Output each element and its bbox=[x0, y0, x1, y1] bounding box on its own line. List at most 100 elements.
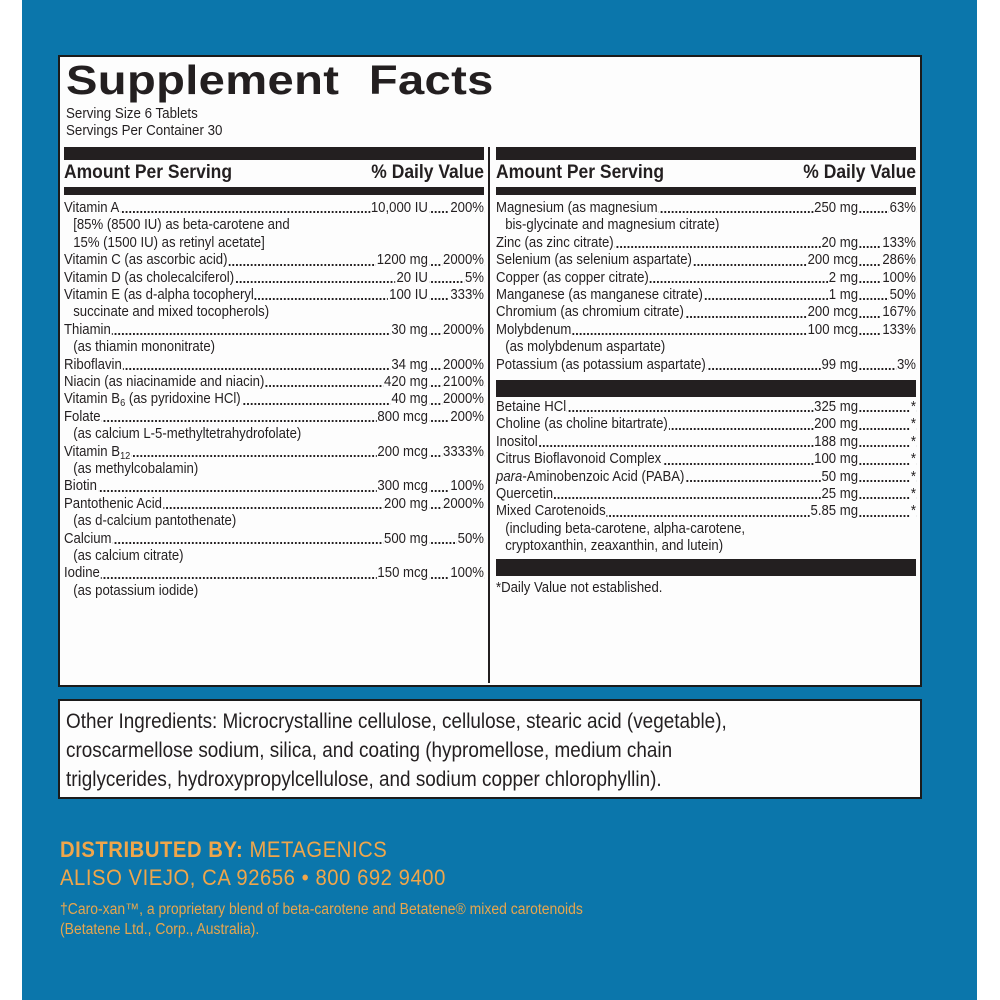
nutrient-daily-value: 133% bbox=[881, 234, 917, 253]
nutrient-source: succinate and mixed tocopherols) bbox=[73, 304, 270, 321]
nutrient-row: para-Aminobenzoic Acid (PABA) 50 mg * bbox=[496, 468, 917, 486]
nutrient-row: Mixed Carotenoids 5.85 mg * bbox=[496, 503, 917, 521]
nutrient-daily-value: 2000% bbox=[442, 252, 485, 270]
nutrient-name: Niacin (as niacinamide and niacin) bbox=[64, 373, 266, 392]
nutrient-row: Magnesium (as magnesium 250 mg 63% bbox=[496, 200, 917, 218]
nutrient-amount: 200 mcg bbox=[806, 252, 859, 270]
distributor-info: DISTRIBUTED BY: METAGENICS ALISO VIEJO, … bbox=[60, 836, 479, 892]
nutrient-row: Iodine 150 mcg 100% bbox=[64, 565, 485, 583]
leader-dots bbox=[496, 427, 917, 430]
nutrient-amount: 300 mcg bbox=[376, 478, 429, 496]
nutrient-row: Betaine HCl 325 mg * bbox=[496, 398, 917, 417]
nutrient-row: Molybdenum 100 mcg 133% bbox=[496, 321, 917, 340]
nutrient-daily-value: * bbox=[909, 503, 917, 521]
daily-value-label: % Daily Value bbox=[371, 162, 485, 183]
nutrient-source: (as d-calcium pantothenate) bbox=[73, 513, 237, 530]
servings-per-container: Servings Per Container 30 bbox=[66, 123, 223, 139]
nutrient-daily-value: * bbox=[909, 451, 917, 469]
right-column: Amount Per Serving % Daily Value Magnesi… bbox=[496, 147, 917, 598]
amount-per-serving-label: Amount Per Serving bbox=[496, 162, 665, 183]
nutrient-daily-value: 50% bbox=[456, 530, 485, 548]
leader-dots bbox=[496, 246, 917, 249]
nutrient-daily-value: * bbox=[909, 416, 917, 434]
serving-info: Serving Size 6 Tablets Servings Per Cont… bbox=[66, 106, 222, 140]
nutrient-row: Manganese (as manganese citrate) 1 mg 50% bbox=[496, 286, 917, 305]
supplement-facts-box: Supplement Facts Serving Size 6 Tablets … bbox=[58, 55, 922, 687]
nutrient-name: Calcium bbox=[64, 530, 113, 548]
leader-dots bbox=[64, 541, 485, 544]
nutrient-amount: 200 mcg bbox=[376, 443, 429, 461]
nutrient-name: Selenium (as selenium aspartate) bbox=[496, 252, 693, 270]
nutrient-daily-value: 100% bbox=[881, 269, 917, 287]
nutrient-name: Biotin bbox=[64, 478, 98, 496]
leader-dots bbox=[64, 298, 485, 301]
other-nutrient-list: Betaine HCl 325 mg * Choline (as choline bi… bbox=[496, 397, 917, 556]
leader-dots bbox=[64, 211, 485, 214]
nutrient-name: Vitamin E (as d-alpha tocopheryl bbox=[64, 286, 255, 305]
nutrient-row: Riboflavin 34 mg 2000% bbox=[64, 356, 485, 374]
nutrient-name: Vitamin B6 (as pyridoxine HCl) bbox=[64, 391, 242, 413]
nutrient-daily-value: 333% bbox=[449, 286, 485, 305]
nutrient-daily-value: * bbox=[909, 485, 917, 504]
nutrient-name: Vitamin A bbox=[64, 200, 121, 218]
nutrient-amount: 100 mcg bbox=[806, 321, 859, 340]
nutrient-name: Potassium (as potassium aspartate) bbox=[496, 356, 707, 374]
left-column: Amount Per Serving % Daily Value Vitamin… bbox=[64, 147, 485, 600]
nutrient-name: Vitamin D (as cholecalciferol) bbox=[64, 269, 236, 287]
nutrient-source: bis-glycinate and magnesium citrate) bbox=[505, 217, 720, 234]
nutrient-daily-value: 3333% bbox=[442, 443, 485, 461]
nutrient-source: (as potassium iodide) bbox=[73, 582, 199, 599]
nutrient-name: Citrus Bioflavonoid Complex bbox=[496, 451, 663, 469]
distributor-name: METAGENICS bbox=[249, 837, 388, 862]
nutrient-daily-value: 63% bbox=[888, 200, 917, 218]
serving-size: Serving Size 6 Tablets bbox=[66, 106, 198, 122]
nutrient-amount: 500 mg bbox=[383, 530, 429, 548]
nutrient-source: 15% (1500 IU) as retinyl acetate] bbox=[73, 234, 265, 251]
leader-dots bbox=[64, 280, 485, 283]
nutrient-amount: 99 mg bbox=[820, 356, 859, 374]
nutrient-name: Pantothenic Acid bbox=[64, 495, 163, 514]
nutrient-row: Zinc (as zinc citrate) 20 mg 133% bbox=[496, 234, 917, 253]
leader-dots bbox=[64, 263, 485, 266]
nutrient-amount: 325 mg bbox=[813, 398, 859, 417]
footnote: †Caro-xan™, a proprietary blend of beta-… bbox=[60, 900, 583, 940]
leader-dots bbox=[64, 402, 485, 405]
nutrient-row: Biotin 300 mcg 100% bbox=[64, 478, 485, 496]
leader-dots bbox=[496, 333, 917, 336]
nutrient-daily-value: 100% bbox=[449, 565, 485, 583]
rule-bar bbox=[496, 147, 916, 160]
nutrient-name: Magnesium (as magnesium bbox=[496, 200, 659, 218]
other-ingredients-line: croscarmellose sodium, silica, and coati… bbox=[66, 739, 673, 762]
nutrient-amount: 20 mg bbox=[820, 234, 859, 253]
leader-dots bbox=[496, 462, 917, 465]
distributor-address: ALISO VIEJO, CA 92656 • 800 692 9400 bbox=[60, 865, 446, 890]
other-ingredients-box: Other Ingredients: Microcrystalline cell… bbox=[58, 699, 922, 799]
nutrient-source: (as thiamin mononitrate) bbox=[73, 339, 216, 356]
nutrient-row: Calcium 500 mg 50% bbox=[64, 530, 485, 548]
leader-dots bbox=[496, 263, 917, 266]
daily-value-note: *Daily Value not established. bbox=[496, 580, 663, 597]
nutrient-amount: 1200 mg bbox=[375, 252, 429, 270]
leader-dots bbox=[64, 454, 485, 457]
nutrient-amount: 200 mg bbox=[383, 495, 429, 514]
nutrient-daily-value: 2000% bbox=[442, 356, 485, 374]
nutrient-source: (including beta-carotene, alpha-carotene… bbox=[505, 520, 746, 537]
leader-dots bbox=[496, 445, 917, 448]
nutrient-row: Vitamin D (as cholecalciferol) 20 IU 5% bbox=[64, 269, 485, 287]
nutrient-row: Copper (as copper citrate) 2 mg 100% bbox=[496, 269, 917, 287]
nutrient-name: Inositol bbox=[496, 433, 539, 452]
nutrient-name: Folate bbox=[64, 408, 102, 427]
nutrient-row: Choline (as choline bitartrate) 200 mg * bbox=[496, 416, 917, 434]
nutrient-daily-value: 100% bbox=[449, 478, 485, 496]
nutrient-name: Molybdenum bbox=[496, 321, 573, 340]
nutrient-daily-value: 3% bbox=[896, 356, 917, 374]
footnote-line: (Betatene Ltd., Corp., Australia). bbox=[60, 921, 260, 938]
nutrient-amount: 800 mcg bbox=[376, 408, 429, 427]
nutrient-source: (as methylcobalamin) bbox=[73, 460, 199, 477]
nutrient-amount: 5.85 mg bbox=[809, 503, 859, 521]
column-divider bbox=[488, 147, 490, 683]
footnote-line: †Caro-xan™, a proprietary blend of beta-… bbox=[60, 901, 583, 918]
nutrient-source: cryptoxanthin, zeaxanthin, and lutein) bbox=[505, 538, 724, 555]
nutrient-amount: 188 mg bbox=[813, 433, 859, 452]
nutrient-amount: 25 mg bbox=[820, 485, 859, 504]
